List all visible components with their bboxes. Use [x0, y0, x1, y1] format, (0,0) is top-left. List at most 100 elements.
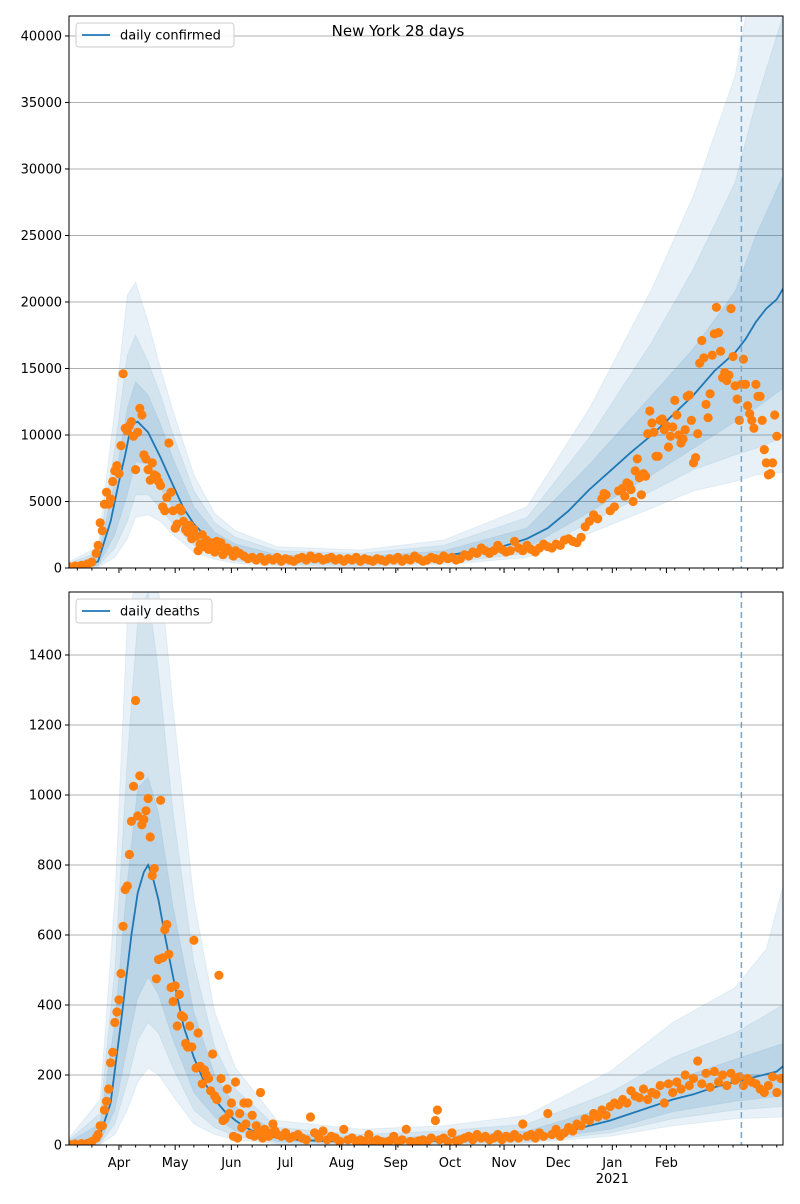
observed-point — [699, 353, 709, 363]
panel-daily-confirmed: 0 5000 10000 15000 20000 25000 30000 35000 40000… — [21, 15, 784, 577]
observed-point — [301, 1135, 311, 1145]
observed-point — [137, 410, 147, 420]
observed-point — [101, 1096, 112, 1106]
observed-point — [568, 1126, 578, 1136]
y-tick-label: 200 — [37, 1069, 62, 1084]
observed-point — [670, 395, 680, 405]
observed-point — [509, 536, 520, 547]
observed-point — [95, 518, 105, 528]
observed-point — [622, 1098, 632, 1108]
observed-point — [747, 415, 757, 425]
observed-point — [505, 546, 515, 556]
observed-point — [104, 1084, 114, 1094]
observed-point — [147, 870, 157, 881]
axes-frame — [68, 591, 784, 1146]
observed-point — [693, 1056, 703, 1066]
observed-point — [638, 1084, 649, 1094]
observed-point — [772, 431, 782, 441]
observed-point — [126, 417, 136, 427]
x-tick-label: Apr — [108, 1156, 131, 1171]
observed-point — [114, 995, 124, 1005]
observed-point — [87, 557, 97, 567]
observed-point — [116, 441, 126, 451]
observed-point — [672, 410, 682, 420]
observed-point — [655, 1080, 665, 1091]
observed-point — [726, 304, 736, 314]
observed-point — [539, 1131, 549, 1141]
observed-point — [514, 1133, 524, 1143]
observed-point — [122, 881, 132, 891]
observed-point — [176, 506, 186, 516]
y-tick-label: 1400 — [29, 649, 62, 664]
plot-area — [69, 16, 783, 568]
observed-point — [166, 487, 176, 497]
x-tick-label: Jul — [277, 1156, 294, 1171]
observed-point — [203, 1073, 214, 1084]
observed-point — [649, 427, 659, 437]
observed-point — [172, 1021, 182, 1031]
observed-point — [151, 974, 161, 984]
observed-point — [443, 1136, 453, 1145]
plot-area — [69, 592, 783, 1145]
observed-point — [701, 1068, 711, 1078]
legend-label: daily confirmed — [120, 29, 221, 44]
observed-point — [751, 379, 761, 389]
x-tick-label: Aug — [329, 1156, 354, 1171]
observed-point — [335, 1136, 345, 1145]
observed-point — [728, 351, 738, 362]
confidence-band-outer — [69, 16, 783, 568]
y-tick-label: 0 — [54, 1139, 62, 1154]
observed-point — [722, 1080, 732, 1091]
legend-box — [75, 22, 235, 48]
observed-point — [187, 1042, 197, 1052]
observed-point — [668, 1087, 678, 1098]
observed-point — [620, 491, 630, 501]
observed-point — [676, 1084, 686, 1094]
observed-point — [93, 1129, 103, 1140]
observed-point — [584, 516, 595, 527]
observed-point — [643, 1094, 653, 1105]
observed-point — [162, 919, 172, 930]
observed-point — [156, 795, 166, 805]
observed-point — [518, 1119, 528, 1129]
observed-point — [705, 389, 715, 399]
observed-point — [732, 394, 742, 404]
observed-point — [772, 1087, 782, 1098]
observed-point — [147, 458, 157, 468]
observed-point — [684, 1080, 694, 1091]
observed-point — [609, 502, 620, 512]
observed-point — [216, 538, 226, 548]
observed-point — [235, 1108, 245, 1119]
observed-point — [135, 771, 145, 781]
observed-point — [749, 423, 759, 433]
observed-point — [426, 1133, 436, 1143]
observed-point — [601, 1110, 611, 1120]
observed-point — [716, 346, 726, 356]
observed-point — [318, 1126, 328, 1136]
observed-point — [647, 418, 657, 428]
y-tick-label: 1000 — [29, 789, 62, 804]
observed-point — [641, 471, 651, 481]
observed-point — [116, 968, 126, 979]
observed-point — [659, 1098, 669, 1108]
y-tick-label: 600 — [37, 929, 62, 944]
observed-point — [703, 413, 713, 423]
y-tick-label: 0 — [54, 562, 62, 577]
legend-box — [75, 598, 213, 624]
observed-point — [763, 1080, 774, 1091]
observed-point — [743, 401, 753, 411]
y-tick-label: 35000 — [21, 96, 62, 111]
x-tick-label: Jun — [220, 1156, 241, 1171]
observed-point — [226, 1098, 236, 1108]
y-tick-label: 40000 — [21, 29, 62, 44]
observed-point — [543, 1108, 553, 1119]
observed-point — [776, 1073, 783, 1084]
observed-point — [91, 548, 101, 559]
x-tick-label: Dec — [546, 1156, 571, 1171]
observed-point — [551, 1124, 561, 1134]
observed-point — [680, 1070, 690, 1080]
observed-point — [734, 415, 744, 425]
observed-point — [634, 1093, 645, 1103]
observed-point — [156, 480, 166, 491]
